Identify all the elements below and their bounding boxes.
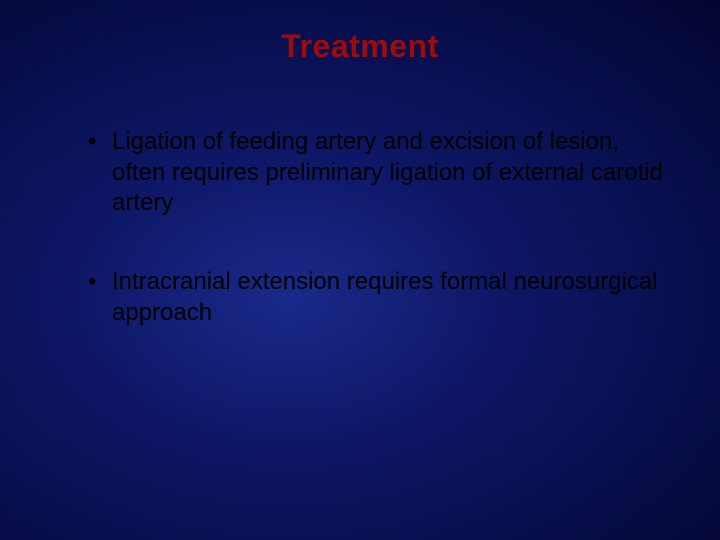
bullet-item: Ligation of feeding artery and excision … xyxy=(88,127,670,219)
slide-container: Treatment Ligation of feeding artery and… xyxy=(0,0,720,540)
bullet-text: Ligation of feeding artery and excision … xyxy=(112,128,663,216)
bullet-item: Intracranial extension requires formal n… xyxy=(88,267,670,328)
slide-title: Treatment xyxy=(50,28,670,65)
bullet-list: Ligation of feeding artery and excision … xyxy=(50,127,670,329)
bullet-text: Intracranial extension requires formal n… xyxy=(112,268,658,326)
